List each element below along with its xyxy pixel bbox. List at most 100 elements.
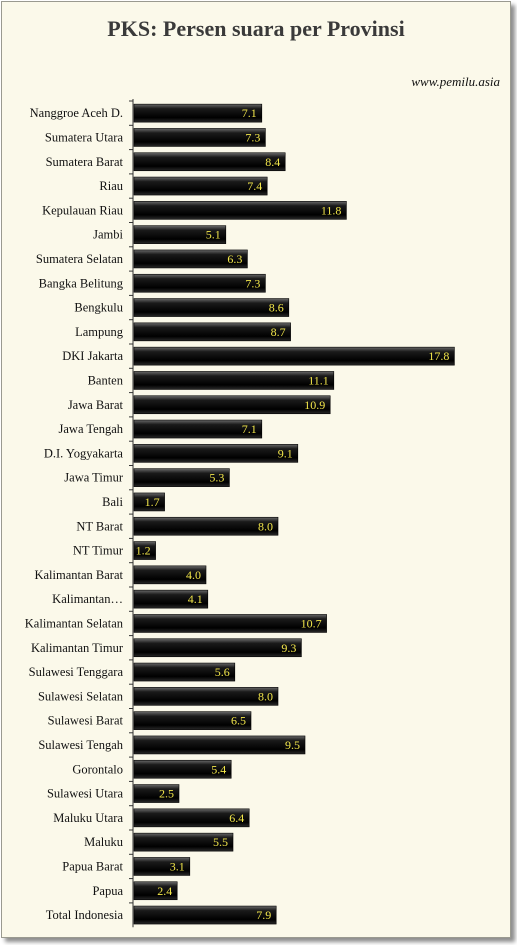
- value-label: 5.5: [213, 835, 228, 849]
- value-label: 10.7: [301, 616, 322, 630]
- bar: [133, 881, 178, 901]
- category-label: Kalimantan…: [52, 592, 123, 606]
- category-label: Maluku Utara: [53, 811, 123, 825]
- category-label: D.I. Yogyakarta: [44, 446, 124, 460]
- value-label: 8.6: [269, 301, 284, 315]
- category-label: Kepulauan Riau: [42, 203, 124, 217]
- category-label: Sulawesi Utara: [47, 787, 123, 801]
- category-label: Bali: [102, 495, 123, 509]
- category-label: Jambi: [93, 228, 123, 242]
- category-label: Sumatera Utara: [45, 130, 124, 144]
- category-label: Papua Barat: [62, 859, 123, 873]
- bar: [133, 468, 230, 487]
- bar: [133, 905, 277, 925]
- value-label: 8.4: [265, 155, 280, 169]
- value-label: 17.8: [428, 349, 449, 363]
- value-label: 4.0: [186, 568, 201, 582]
- bar: [133, 249, 248, 269]
- chart-title: PKS: Persen suara per Provinsi: [107, 16, 405, 41]
- bar: [133, 832, 234, 852]
- value-label: 7.3: [245, 276, 260, 290]
- category-label: Kalimantan Timur: [31, 641, 124, 655]
- category-label: Total Indonesia: [46, 908, 124, 922]
- bar: [133, 808, 250, 828]
- bar: [133, 662, 236, 682]
- category-label: Sulawesi Barat: [48, 714, 124, 728]
- chart-frame: PKS: Persen suara per Provinsi www.pemil…: [1, 1, 511, 938]
- value-label: 6.3: [227, 252, 242, 266]
- bar: [133, 273, 266, 293]
- category-label: Banten: [88, 373, 124, 387]
- value-label: 11.1: [308, 373, 329, 387]
- value-label: 8.0: [258, 689, 273, 703]
- bar: [133, 541, 156, 560]
- value-label: 5.4: [211, 762, 226, 776]
- value-label: 9.1: [278, 446, 293, 460]
- category-label: Gorontalo: [72, 762, 123, 776]
- category-label: Jawa Timur: [64, 471, 124, 485]
- value-label: 5.6: [215, 665, 230, 679]
- value-label: 7.1: [242, 422, 257, 436]
- bar: [133, 225, 227, 244]
- category-label: Sumatera Selatan: [36, 252, 124, 266]
- category-label: Jawa Tengah: [59, 422, 124, 436]
- bar: [133, 759, 232, 779]
- category-label: Bangka Belitung: [39, 276, 124, 290]
- category-label: Lampung: [75, 325, 124, 339]
- bar: [133, 128, 266, 147]
- bar: [133, 735, 306, 755]
- bar: [133, 395, 331, 415]
- bar: [133, 492, 165, 512]
- bar: [133, 516, 279, 536]
- category-label: Kalimantan Selatan: [25, 616, 124, 630]
- category-label: Sulawesi Tenggara: [29, 665, 124, 679]
- category-label: NT Timur: [73, 544, 124, 558]
- bar: [133, 176, 268, 196]
- bar: [133, 614, 327, 633]
- bar: [133, 201, 347, 220]
- category-label: Riau: [99, 179, 123, 193]
- category-label: NT Barat: [76, 519, 123, 533]
- category-label: Papua: [92, 884, 123, 898]
- value-label: 1.2: [136, 544, 151, 558]
- category-label: DKI Jakarta: [62, 349, 123, 363]
- value-label: 6.4: [229, 811, 244, 825]
- category-label: Sumatera Barat: [46, 155, 124, 169]
- value-label: 7.9: [256, 908, 271, 922]
- bar: [133, 711, 252, 730]
- category-label: Sulawesi Selatan: [38, 689, 124, 703]
- bar: [133, 298, 290, 317]
- value-label: 2.5: [159, 787, 174, 801]
- value-label: 6.5: [231, 714, 246, 728]
- bar: [133, 857, 191, 876]
- bar: [133, 784, 180, 803]
- value-label: 7.4: [247, 179, 262, 193]
- category-label: Maluku: [84, 835, 124, 849]
- category-label: Kalimantan Barat: [34, 568, 123, 582]
- bar: [133, 419, 263, 439]
- bar: [133, 565, 207, 585]
- bar: [133, 638, 302, 658]
- value-label: 8.7: [271, 325, 286, 339]
- category-label: Sulawesi Tengah: [38, 738, 123, 752]
- bar-chart: Nanggroe Aceh D. 7.1 Sumatera Utara 7.3 Suma…: [25, 99, 455, 928]
- bar: [133, 687, 279, 706]
- value-label: 5.3: [209, 471, 224, 485]
- value-label: 5.1: [206, 228, 221, 242]
- value-label: 9.3: [281, 641, 296, 655]
- value-label: 11.8: [321, 203, 342, 217]
- value-label: 7.3: [245, 130, 260, 144]
- bar: [133, 152, 286, 172]
- source-label: www.pemilu.asia: [411, 74, 500, 89]
- bar: [133, 589, 209, 609]
- bar: [133, 103, 263, 123]
- value-label: 7.1: [242, 106, 257, 120]
- bar: [133, 322, 291, 342]
- bar: [133, 371, 335, 390]
- category-label: Nanggroe Aceh D.: [30, 106, 123, 120]
- category-label: Jawa Barat: [68, 398, 124, 412]
- value-label: 9.5: [285, 738, 300, 752]
- value-label: 4.1: [188, 592, 203, 606]
- category-label: Bengkulu: [74, 301, 123, 315]
- value-label: 1.7: [145, 495, 160, 509]
